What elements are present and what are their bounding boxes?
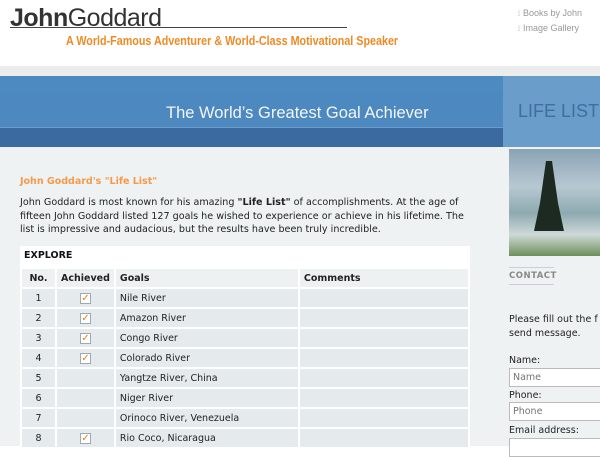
name-label: Name: [509,355,541,366]
banner-title: The World’s Greatest Goal Achiever [166,104,429,122]
logo-underline [10,27,347,28]
achieved-cell [55,387,116,409]
achieved-cell [55,367,116,389]
link-books-by-john[interactable]: ⁞ Books by John [518,8,582,18]
page-subtitle: John Goddard's "Life List" [20,176,158,187]
phone-label: Phone: [509,390,542,401]
checkbox-checked-icon[interactable]: ✓ [79,312,91,324]
comment-cell [297,367,471,389]
col-no: No. [20,267,57,289]
tagline: A World-Famous Adventurer & World-Class … [66,34,399,48]
goal-cell: Congo River [113,327,300,349]
contact-heading: CONTACT [509,267,556,285]
banner-lower [0,127,503,147]
checkbox-checked-icon[interactable]: ✓ [79,352,91,364]
goal-cell: Amazon River [113,307,300,329]
table-row: 4 ✓ Colorado River [20,347,471,369]
achieved-cell: ✓ [55,347,116,369]
achieved-cell: ✓ [55,427,116,449]
achieved-cell: ✓ [55,307,116,329]
col-comments: Comments [297,267,471,289]
top-links: ⁞ Books by John ⁞ Image Gallery [518,8,582,38]
achieved-cell: ✓ [55,287,116,309]
logo[interactable]: JohnGoddard [10,4,162,32]
checkbox-checked-icon[interactable]: ✓ [79,332,91,344]
tree-island [534,161,564,231]
table-row: 5 Yangtze River, China [20,367,471,389]
link-image-gallery[interactable]: ⁞ Image Gallery [518,23,579,33]
nav-strip [0,66,600,76]
table-caption: EXPLORE [24,250,73,261]
row-number: 8 [20,427,57,449]
life-list-table: EXPLORE No. Achieved Goals Comments 1 ✓ … [20,246,471,449]
checkbox-checked-icon[interactable]: ✓ [79,292,91,304]
email-input[interactable] [509,438,600,457]
site-header: JohnGoddard A World-Famous Adventurer & … [0,0,600,66]
comment-cell [297,387,471,409]
row-number: 7 [20,407,57,429]
goal-cell: Colorado River [113,347,300,369]
phone-input[interactable] [509,402,600,421]
row-number: 1 [20,287,57,309]
goal-cell: Niger River [113,387,300,409]
comment-cell [297,327,471,349]
section-label: LIFE LIST [503,76,600,147]
row-number: 2 [20,307,57,329]
comment-cell [297,287,471,309]
comment-cell [297,407,471,429]
col-achieved: Achieved [55,267,116,289]
col-goals: Goals [113,267,300,289]
bullet-icon: ⁞ [518,11,520,18]
table-row: 6 Niger River [20,387,471,409]
goal-cell: Orinoco River, Venezuela [113,407,300,429]
contact-text-2: send message. [509,328,581,339]
table-row: 1 ✓ Nile River [20,287,471,309]
comment-cell [297,427,471,449]
comment-cell [297,307,471,329]
banner [0,76,503,127]
checkbox-checked-icon[interactable]: ✓ [79,432,91,444]
goal-cell: Yangtze River, China [113,367,300,389]
bullet-icon: ⁞ [518,26,520,33]
email-label: Email address: [509,425,579,436]
comment-cell [297,347,471,369]
row-number: 3 [20,327,57,349]
table-row: 2 ✓ Amazon River [20,307,471,329]
row-number: 5 [20,367,57,389]
achieved-cell [55,407,116,429]
sidebar: CONTACT Please fill out the f send messa… [503,147,600,457]
goal-cell: Rio Coco, Nicaragua [113,427,300,449]
intro-text: John Goddard is most known for his amazi… [20,197,464,236]
achieved-cell: ✓ [55,327,116,349]
contact-text: Please fill out the f [509,314,598,325]
row-number: 6 [20,387,57,409]
landscape-photo [509,149,600,256]
name-input[interactable] [509,368,600,387]
goal-cell: Nile River [113,287,300,309]
table-row: 7 Orinoco River, Venezuela [20,407,471,429]
table-row: 3 ✓ Congo River [20,327,471,349]
row-number: 4 [20,347,57,369]
table-row: 8 ✓ Rio Coco, Nicaragua [20,427,471,449]
